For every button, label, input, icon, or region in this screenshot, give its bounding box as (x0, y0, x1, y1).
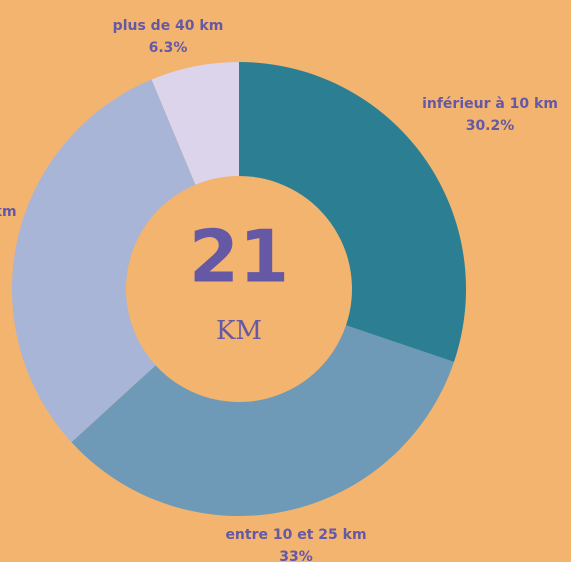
donut-segment (71, 325, 454, 516)
value-label: 6.3% (149, 40, 188, 56)
donut-segment (239, 62, 466, 362)
segment-label: entre 10 et 25 km (225, 527, 366, 543)
segment-label: entre 25 et 40 km (0, 204, 17, 220)
donut-segment (12, 79, 196, 443)
donut-segment (151, 62, 239, 185)
center-value: 21 (189, 215, 289, 299)
segment-label: plus de 40 km (113, 18, 224, 34)
center-unit: KM (216, 316, 262, 346)
value-label: 33% (279, 549, 313, 562)
segment-label: inférieur à 10 km (422, 96, 558, 112)
value-label: 30.2% (466, 118, 515, 134)
